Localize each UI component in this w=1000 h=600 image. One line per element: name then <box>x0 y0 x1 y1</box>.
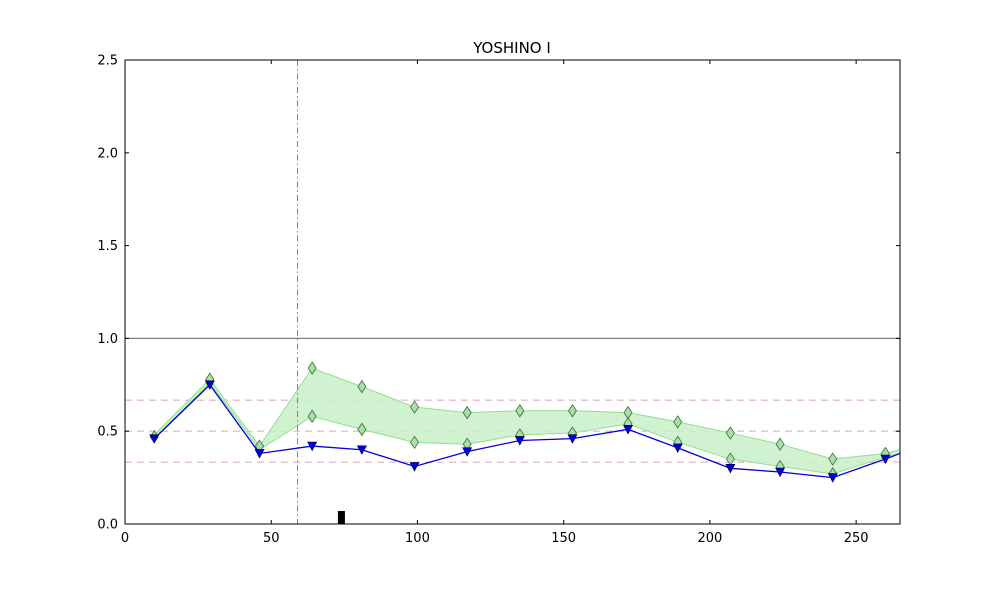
plot-content <box>125 60 900 524</box>
triangle-marker <box>307 441 318 452</box>
series-line <box>153 383 900 479</box>
triangle-marker <box>514 436 525 446</box>
band-area <box>153 367 900 475</box>
y-tick-label: 2.0 <box>97 146 118 161</box>
triangle-marker <box>725 464 736 474</box>
plot-frame <box>124 59 901 525</box>
triangle-marker <box>775 467 786 478</box>
diamond-marker <box>775 437 785 451</box>
y-tick-label: 1.0 <box>97 332 118 347</box>
diamond-marker <box>357 379 367 394</box>
y-tick-label: 0.5 <box>97 425 118 440</box>
x-tick-label: 0 <box>121 531 129 546</box>
x-tick-label: 150 <box>551 531 576 546</box>
marker-bar <box>337 511 345 524</box>
y-tick-label: 0.0 <box>97 518 118 533</box>
diamond-marker <box>725 426 735 440</box>
axes: 0 50 100 150 200 250 0.0 0.5 1.0 1.5 2.0 2.5 <box>97 54 900 546</box>
diamond-marker <box>357 422 367 437</box>
y-tick-label: 1.5 <box>97 239 118 254</box>
diamond-marker <box>673 415 683 429</box>
triangle-marker <box>623 425 634 435</box>
x-tick-label: 250 <box>844 531 869 546</box>
diamond-marker <box>410 400 420 414</box>
triangle-marker <box>462 447 473 457</box>
diamond-marker <box>828 452 838 466</box>
triangle-marker <box>149 434 160 444</box>
plot-area <box>125 60 900 524</box>
diamond-marker <box>307 409 317 424</box>
x-tick-label: 50 <box>263 531 280 546</box>
triangle-marker <box>409 462 420 472</box>
triangle-marker <box>254 449 265 459</box>
triangle-marker <box>567 434 578 444</box>
triangle-marker <box>672 443 683 454</box>
diamond-marker <box>515 404 525 418</box>
triangle-marker <box>880 454 891 465</box>
y-tick-label: 2.5 <box>97 54 118 69</box>
diamond-marker <box>462 405 472 420</box>
x-tick-label: 100 <box>405 531 430 546</box>
triangle-marker <box>204 380 215 390</box>
x-tick-label: 200 <box>697 531 722 546</box>
triangle-marker <box>827 473 838 483</box>
chart-title: YOSHINO I <box>472 39 551 57</box>
triangle-marker <box>356 445 367 455</box>
diamond-marker <box>307 361 317 375</box>
diamond-marker <box>410 435 420 450</box>
diamond-marker <box>567 404 577 418</box>
